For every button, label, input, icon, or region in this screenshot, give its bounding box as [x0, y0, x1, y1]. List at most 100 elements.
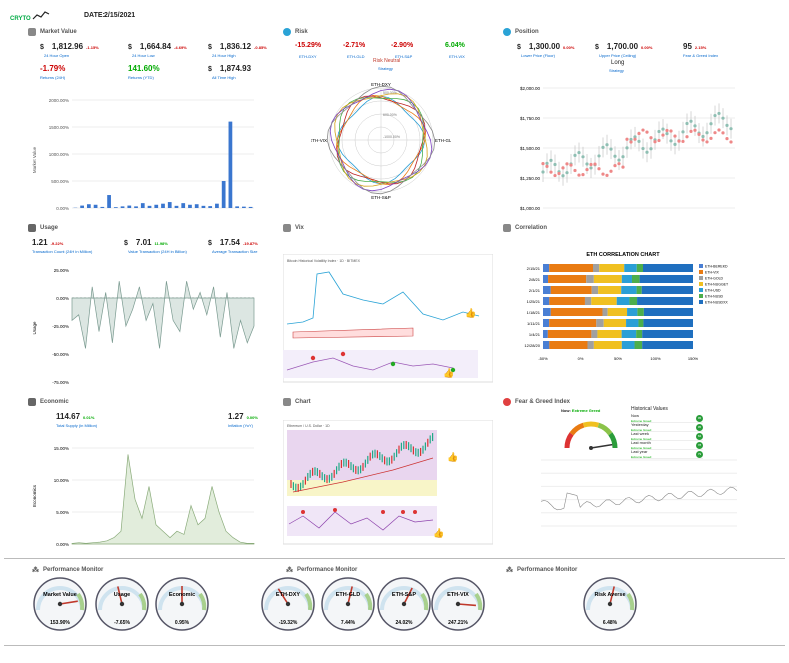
- radar-ring-label: -1000.00%: [383, 135, 400, 139]
- performance-gauge: Risk Averse 6.48%: [583, 577, 637, 631]
- risk-strategy-value: Risk Neutral: [373, 58, 401, 64]
- corr-segment: [631, 275, 640, 283]
- point: [629, 137, 633, 142]
- point: [701, 134, 705, 139]
- currency-symbol: $: [595, 44, 599, 51]
- change-percent: 2.15%: [694, 45, 707, 50]
- history-row: Last year Extreme Greed 79: [631, 449, 703, 459]
- value: 1,300.00: [528, 42, 561, 51]
- gauge-value: 153.90%: [50, 620, 70, 626]
- corr-segment: [596, 319, 604, 327]
- value: 141.60%: [128, 64, 160, 73]
- history-sub: Extreme Greed: [631, 446, 652, 450]
- point: [613, 164, 617, 168]
- chart-legend: Ethereum / U.S. Dollar · 1D: [287, 424, 330, 428]
- bar: [201, 205, 206, 208]
- fear-panel: Fear & Greed Index Now: Extreme Greed Hi…: [503, 398, 743, 543]
- corr-segment: [642, 330, 693, 338]
- point: [645, 130, 649, 134]
- risk-value: -2.90%: [391, 42, 414, 49]
- point: [577, 150, 581, 155]
- corr-segment: [603, 319, 627, 327]
- point: [561, 166, 565, 170]
- vix-chart[interactable]: Bitcoin Historical Volatility Index · 1D…: [283, 254, 493, 384]
- history-row: Now Extreme Greed 95: [631, 413, 703, 423]
- change-percent: 11.98%: [154, 241, 168, 246]
- performance-gauge: ETH-DXY -19.32%: [261, 577, 315, 631]
- gauge-name: ETH-DXY: [276, 592, 300, 598]
- value: 1.21: [32, 238, 48, 247]
- stat-label: Returns (24H): [40, 75, 66, 80]
- gauge-hub: [57, 601, 63, 607]
- corr-segment: [626, 319, 639, 327]
- point: [633, 137, 637, 141]
- corr-segment: [543, 330, 548, 338]
- corr-chart-title: ETH CORRELATION CHART: [586, 252, 660, 258]
- gauge-needle: [590, 443, 613, 449]
- vix-line: [286, 271, 480, 325]
- position-chart: $2,000.00 $1,750.00 $1,500.00 $1,250.00 $1,0…: [520, 86, 735, 211]
- corr-segment: [639, 275, 693, 283]
- corr-segment: [624, 264, 637, 272]
- compass-icon: [28, 398, 36, 406]
- point: [697, 132, 701, 137]
- position-panel: Position Long Strategy $2,000.00 $1,750.0…: [503, 28, 743, 218]
- risk-label: ETH-S&P: [395, 54, 413, 59]
- x-tick-label: 0%: [578, 356, 584, 361]
- history-sub: Extreme Greed: [631, 437, 652, 441]
- point: [553, 162, 557, 167]
- stat-label: Lower Price (Floor): [521, 53, 556, 58]
- signal-dot: [401, 510, 405, 514]
- vix-legend: Bitcoin Historical Volatility Index · 1D…: [287, 259, 361, 263]
- market-panel: Market Value 2000.00% 1500.00% 1000.00% 500…: [28, 28, 268, 218]
- corr-segment: [643, 308, 693, 316]
- corr-segment: [621, 330, 637, 338]
- bar: [228, 121, 233, 208]
- point: [621, 155, 625, 159]
- currency-symbol: $: [124, 240, 128, 247]
- wrench-icon: [28, 224, 36, 232]
- corr-segment: [584, 297, 592, 305]
- point: [713, 131, 717, 135]
- y-tick-label: 25.00%: [54, 268, 69, 273]
- gauge-name: ETH-VIX: [447, 592, 469, 598]
- legend-label: ETH-NUSDXX: [705, 301, 728, 305]
- gauge-hub: [401, 601, 407, 607]
- stat-value: $1,812.96 -1.15%: [40, 42, 99, 51]
- corr-segment: [593, 341, 622, 349]
- signal-dot: [450, 367, 456, 373]
- gauge-value: 247.21%: [448, 620, 468, 626]
- price-chart[interactable]: Ethereum / U.S. Dollar · 1D 👍 👍: [283, 420, 493, 545]
- bar: [134, 206, 138, 208]
- point: [549, 170, 553, 174]
- y-tick-label: 5.00%: [56, 510, 69, 515]
- corr-segment: [549, 264, 593, 272]
- gauge-band: [138, 592, 147, 611]
- point: [581, 155, 585, 159]
- corr-segment: [621, 275, 632, 283]
- history-sub: Extreme Greed: [631, 428, 652, 432]
- history-sub: Extreme Greed: [631, 455, 652, 459]
- thumbs-up-icon[interactable]: 👍: [433, 527, 444, 538]
- thumbs-up-icon[interactable]: 👍: [447, 451, 458, 462]
- point: [581, 173, 585, 177]
- thumbs-up-icon[interactable]: 👍: [443, 367, 454, 378]
- market-title: Market Value: [28, 28, 77, 36]
- oscillator-line: [288, 511, 434, 531]
- point: [597, 154, 601, 158]
- legend-swatch: [699, 282, 703, 286]
- corr-segment: [547, 330, 592, 338]
- stat-value: -1.79%: [40, 64, 65, 73]
- gauge-hub: [179, 601, 185, 607]
- bar: [127, 205, 132, 208]
- vix-oscillator: [283, 350, 478, 378]
- trend-line: [292, 457, 434, 493]
- point: [721, 116, 725, 120]
- history-row: Last month Extreme Greed 78: [631, 440, 703, 450]
- x-tick-label: -50%: [538, 356, 548, 361]
- history-row: Last week Extreme Greed 84: [631, 431, 703, 441]
- corr-segment: [543, 319, 550, 327]
- thumbs-up-icon[interactable]: 👍: [465, 307, 476, 318]
- row-label: 2/15/21: [527, 266, 541, 271]
- point: [717, 111, 721, 116]
